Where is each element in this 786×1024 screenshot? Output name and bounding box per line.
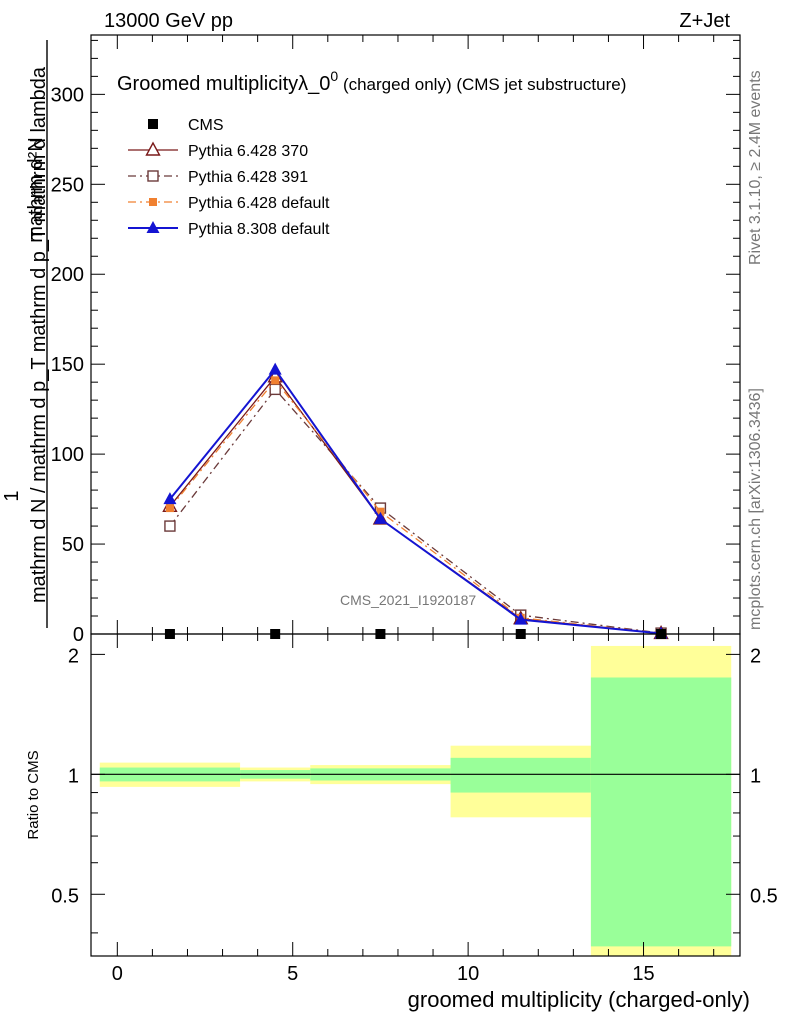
legend-label: Pythia 8.308 default bbox=[188, 221, 330, 238]
legend-marker bbox=[148, 119, 158, 129]
plot-title-suffix: (charged only) (CMS jet substructure) bbox=[338, 75, 626, 94]
process-label: Z+Jet bbox=[679, 10, 730, 32]
energy-label: 13000 GeV pp bbox=[104, 10, 233, 32]
legend: CMS Pythia 6.428 370 Pythia 6.428 391 Pythi… bbox=[128, 117, 330, 238]
data-point-p8def bbox=[514, 612, 528, 625]
data-point-p6def bbox=[165, 504, 174, 513]
legend-marker bbox=[145, 141, 161, 156]
main-panel: CMS_2021_I1920187 Groomed multiplicityλ_… bbox=[1, 34, 741, 646]
mcplots-label: mcplots.cern.ch [arXiv:1306.3436] bbox=[747, 388, 764, 630]
x-tick-label: 5 bbox=[287, 963, 298, 985]
ratio-y-tick-label-right: 2 bbox=[750, 645, 761, 667]
data-point-p391 bbox=[269, 383, 281, 396]
y-label-numerator: mathrm d²N bbox=[25, 137, 47, 243]
y-tick-label: 0 bbox=[73, 624, 84, 646]
ratio-y-tick-label-right: 0.5 bbox=[750, 885, 778, 907]
y-tick-label: 50 bbox=[62, 534, 84, 556]
legend-item-p6def: Pythia 6.428 default bbox=[128, 195, 330, 212]
plot-title: Groomed multiplicityλ_00 (charged only) … bbox=[117, 68, 626, 95]
y-label-one: 1 bbox=[1, 490, 23, 501]
legend-label: CMS bbox=[188, 117, 224, 134]
rivet-version-label: Rivet 3.1.10, ≥ 2.4M events bbox=[747, 70, 764, 265]
legend-marker bbox=[146, 221, 160, 233]
y-tick-label: 200 bbox=[51, 264, 84, 286]
data-point-p8def bbox=[373, 511, 387, 524]
x-axis-label: groomed multiplicity (charged-only) bbox=[408, 987, 750, 1012]
ratio-y-tick-label: 0.5 bbox=[51, 885, 79, 907]
data-point-p6def bbox=[376, 507, 385, 516]
ratio-y-tick-label: 2 bbox=[68, 645, 79, 667]
legend-item-p8def: Pythia 8.308 default bbox=[128, 221, 330, 238]
data-point-p391 bbox=[164, 520, 176, 532]
y-tick-label: 250 bbox=[51, 174, 84, 196]
x-tick-label: 0 bbox=[112, 963, 123, 985]
y-label-denominator: mathrm d N / mathrm d p_T mathrm d p_T m… bbox=[28, 66, 50, 603]
y-tick-label: 300 bbox=[51, 84, 84, 106]
legend-label: Pythia 6.428 default bbox=[188, 195, 330, 212]
ratio-y-axis-label: Ratio to CMS bbox=[25, 750, 42, 839]
ratio-panel: 0.5 0.5 1 1 2 2 0 5 10 15 Ratio to CMS groomed mu… bbox=[25, 633, 778, 1012]
legend-item-p391: Pythia 6.428 391 bbox=[128, 169, 308, 186]
legend-marker bbox=[147, 170, 159, 182]
ratio-band-inner bbox=[590, 677, 732, 947]
x-tick-label: 15 bbox=[632, 963, 654, 985]
data-point-p8def bbox=[268, 362, 282, 375]
legend-item-p370: Pythia 6.428 370 bbox=[128, 141, 308, 160]
data-point-p6def bbox=[271, 376, 280, 385]
ratio-y-tick-label: 1 bbox=[68, 765, 79, 787]
legend-label: Pythia 6.428 391 bbox=[188, 169, 308, 186]
main-y-axis-label: mathrm d²N 1 mathrm d N / mathrm d p_T m… bbox=[1, 40, 50, 628]
legend-label: Pythia 6.428 370 bbox=[188, 143, 308, 160]
ratio-y-tick-label-right: 1 bbox=[750, 765, 761, 787]
legend-item-cms: CMS bbox=[148, 117, 224, 134]
series-line-p6def bbox=[169, 379, 662, 634]
analysis-watermark: CMS_2021_I1920187 bbox=[340, 592, 476, 608]
ratio-band-inner bbox=[450, 757, 591, 793]
ratio-plot-frame bbox=[90, 633, 741, 957]
y-tick-label: 150 bbox=[51, 354, 84, 376]
plot-title-main: Groomed multiplicityλ_0 bbox=[117, 73, 330, 95]
y-tick-label: 100 bbox=[51, 444, 84, 466]
plot-title-superscript: 0 bbox=[330, 68, 338, 84]
data-point-p8def bbox=[163, 492, 177, 505]
legend-marker bbox=[149, 198, 157, 206]
x-tick-label: 10 bbox=[457, 963, 479, 985]
